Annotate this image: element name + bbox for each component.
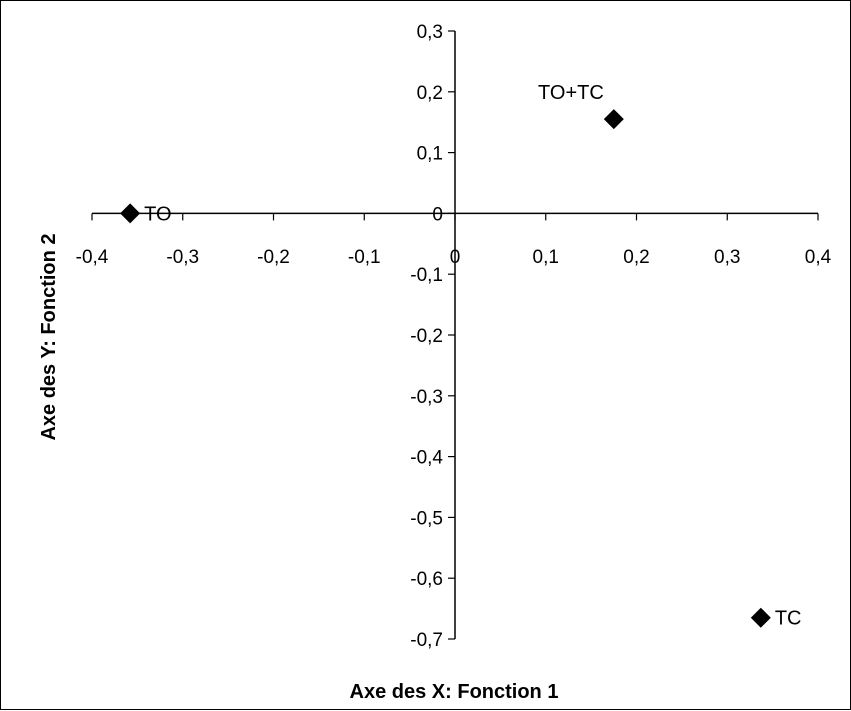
y-tick-label: -0,5	[410, 508, 443, 529]
y-tick-label: 0	[432, 204, 443, 225]
data-point-marker	[120, 203, 141, 224]
y-tick-labels: 0,3 0,2 0,1 0 -0,1 -0,2 -0,3 -0,4 -0,5 -0,6 -0,7	[410, 22, 443, 651]
data-point-label: TO+TC	[538, 82, 604, 104]
point-labels: TO TO+TC TC	[144, 82, 801, 630]
x-tick-labels: -0,4 -0,3 -0,2 -0,1 0 0,1 0,2 0,3 0,4	[76, 247, 832, 268]
x-tick-label: -0,3	[166, 247, 199, 268]
y-axis-title: Axe des Y: Fonction 2	[38, 233, 60, 440]
x-axis-title: Axe des X: Fonction 1	[350, 681, 559, 703]
data-points	[120, 109, 771, 628]
x-tick-label: 0,2	[623, 247, 649, 268]
x-tick-label: -0,1	[348, 247, 381, 268]
y-tick-label: 0,2	[417, 83, 443, 104]
x-tick-label: 0	[450, 247, 461, 268]
data-point-marker	[603, 109, 624, 130]
x-tick-label: 0,3	[714, 247, 740, 268]
x-tick-label: 0,4	[805, 247, 832, 268]
y-tick-label: 0,3	[417, 22, 443, 43]
x-tick-label: -0,2	[257, 247, 290, 268]
y-tick-label: -0,7	[410, 630, 443, 651]
x-tick-label: -0,4	[76, 247, 109, 268]
y-tick-label: -0,1	[410, 265, 443, 286]
y-tick-label: -0,4	[410, 448, 443, 469]
tick-marks	[91, 30, 819, 640]
data-point-marker	[750, 607, 771, 628]
y-tick-label: -0,6	[410, 569, 443, 590]
y-tick-label: 0,1	[417, 144, 443, 165]
y-tick-label: -0,3	[410, 387, 443, 408]
data-point-label: TC	[775, 608, 802, 630]
y-tick-label: -0,2	[410, 326, 443, 347]
x-tick-label: 0,1	[533, 247, 559, 268]
data-point-label: TO	[144, 203, 171, 225]
